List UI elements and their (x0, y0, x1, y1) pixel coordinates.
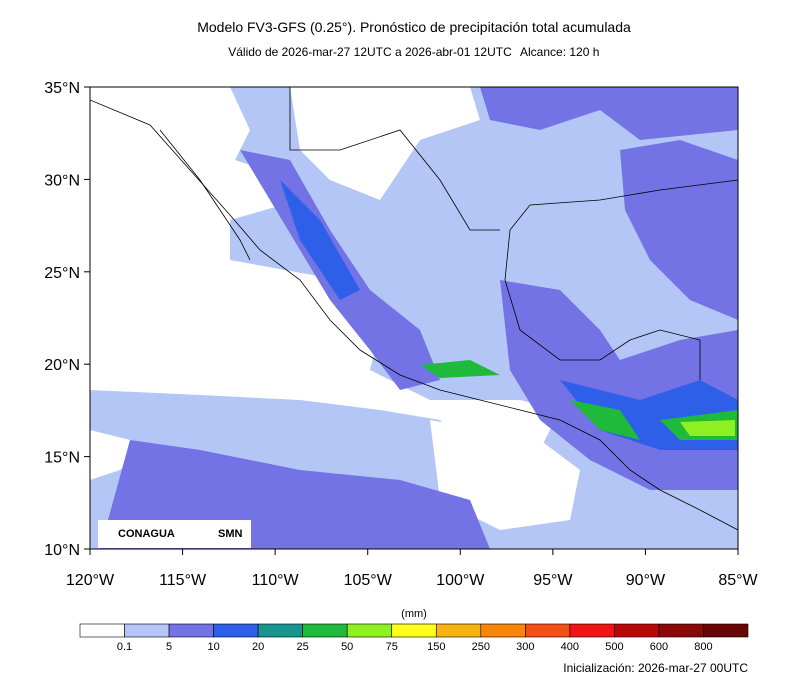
color-box (391, 623, 437, 638)
lon-label: 110°W (252, 572, 300, 589)
map-frame (89, 86, 739, 550)
color-box (213, 623, 259, 638)
lon-label: 120°W (66, 572, 115, 589)
color-box (525, 623, 571, 638)
colorbar-label: 25 (297, 641, 309, 653)
lat-label: 25°N (44, 265, 80, 282)
colorbar-label: 800 (694, 641, 712, 653)
colorbar-label: 75 (386, 641, 398, 653)
colorbar-label: 10 (207, 641, 219, 653)
map (90, 87, 738, 549)
color-box (257, 623, 303, 638)
colorbar-label: 20 (252, 641, 264, 653)
lon-label: 85°W (718, 572, 758, 589)
lon-label: 100°W (436, 572, 485, 589)
lon-label: 105°W (344, 572, 393, 589)
lat-label: 15°N (44, 450, 80, 467)
color-box (79, 623, 125, 638)
unit-label: (mm) (401, 608, 427, 620)
color-box (346, 623, 393, 638)
color-box (614, 623, 660, 638)
color-box (703, 623, 749, 638)
subtitle: Válido de 2026-mar-27 12UTC a 2026-abr-0… (228, 45, 512, 59)
logo: CONAGUA (118, 528, 175, 540)
lat-label: 20°N (44, 357, 80, 374)
color-box (168, 623, 214, 638)
colorbar-label: 5 (166, 641, 172, 653)
colorbar-label: 150 (427, 641, 445, 653)
colorbar-label: 300 (516, 641, 534, 653)
logo-box (98, 520, 251, 548)
color-box (435, 623, 482, 638)
colorbar-label: 500 (605, 641, 623, 653)
color-box (569, 623, 615, 638)
lat-label: 35°N (44, 80, 80, 97)
color-box (658, 623, 704, 638)
lon-label: 95°W (533, 572, 573, 589)
lon-label: 115°W (159, 572, 207, 589)
color-box (480, 623, 526, 638)
title: Modelo FV3-GFS (0.25°). Pronóstico de pr… (197, 19, 631, 35)
lon-label: 90°W (626, 572, 666, 589)
footer: Inicialización: 2026-mar-27 00UTC (563, 661, 748, 675)
lat-label: 30°N (44, 172, 80, 189)
colorbar-label: 250 (472, 641, 490, 653)
color-box (124, 623, 170, 638)
colorbar-label: 600 (650, 641, 668, 653)
logo: SMN (218, 528, 243, 540)
lat-label: 10°N (44, 542, 80, 559)
colorbar-label: 50 (341, 641, 353, 653)
colorbar-label: 400 (561, 641, 579, 653)
colorbar-label: 0.1 (117, 641, 132, 653)
range-label: Alcance: 120 h (520, 45, 599, 59)
color-box (302, 623, 348, 638)
